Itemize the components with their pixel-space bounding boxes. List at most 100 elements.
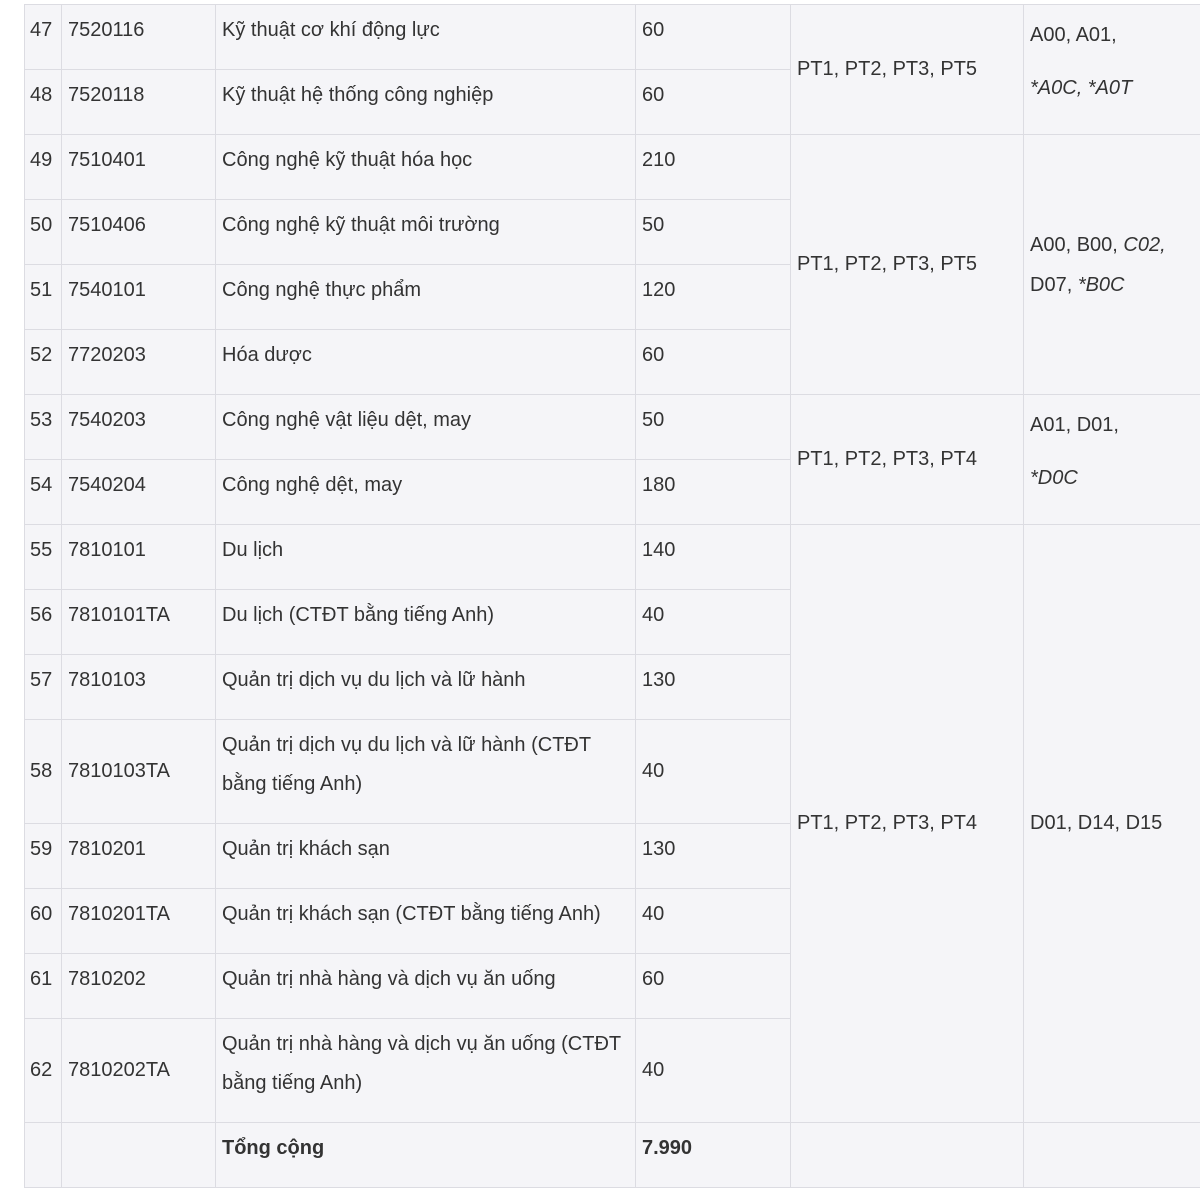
quota: 60: [635, 953, 791, 1019]
row-number: 58: [24, 719, 62, 824]
major-code: 7720203: [61, 329, 216, 395]
admission-methods: PT1, PT2, PT3, PT5: [790, 134, 1024, 395]
table-row: 56 7810101TA Du lịch (CTĐT bằng tiếng An…: [24, 589, 1200, 655]
table-row: 61 7810202 Quản trị nhà hàng và dịch vụ …: [24, 953, 1200, 1019]
major-name: Quản trị dịch vụ du lịch và lữ hành (CTĐ…: [215, 719, 636, 824]
quota: 40: [635, 589, 791, 655]
major-code: 7510401: [61, 134, 216, 200]
major-name: Công nghệ vật liệu dệt, may: [215, 394, 636, 460]
row-number: 56: [24, 589, 62, 655]
table-row: 59 7810201 Quản trị khách sạn 130: [24, 823, 1200, 889]
major-code: 7810103: [61, 654, 216, 720]
total-row: Tổng cộng 7.990: [24, 1122, 1200, 1188]
table-row: 57 7810103 Quản trị dịch vụ du lịch và l…: [24, 654, 1200, 720]
major-name: Công nghệ thực phẩm: [215, 264, 636, 330]
admissions-table: 47 7520116 Kỹ thuật cơ khí động lực 60 P…: [24, 4, 1200, 1188]
major-code: 7810103TA: [61, 719, 216, 824]
quota: 50: [635, 199, 791, 265]
major-name: Du lịch (CTĐT bằng tiếng Anh): [215, 589, 636, 655]
row-number: 47: [24, 4, 62, 70]
quota: 210: [635, 134, 791, 200]
table-row: 49 7510401 Công nghệ kỹ thuật hóa học 21…: [24, 134, 1200, 395]
table-row: 51 7540101 Công nghệ thực phẩm 120: [24, 264, 1200, 330]
major-name: Kỹ thuật cơ khí động lực: [215, 4, 636, 70]
row-number: 54: [24, 459, 62, 525]
table-row: 58 7810103TA Quản trị dịch vụ du lịch và…: [24, 719, 1200, 824]
major-name: Quản trị khách sạn: [215, 823, 636, 889]
major-name: Công nghệ kỹ thuật môi trường: [215, 199, 636, 265]
major-code: 7520118: [61, 69, 216, 135]
quota: 60: [635, 329, 791, 395]
major-name: Công nghệ kỹ thuật hóa học: [215, 134, 636, 200]
table-row: 48 7520118 Kỹ thuật hệ thống công nghiệp…: [24, 69, 1200, 135]
total-label: Tổng cộng: [215, 1122, 636, 1188]
combos-italic: *A0C, *A0T: [1030, 77, 1133, 99]
row-number: 59: [24, 823, 62, 889]
combos-italic: C02,: [1123, 233, 1166, 256]
quota: 130: [635, 654, 791, 720]
empty-cell: [1023, 1122, 1200, 1188]
major-name: Quản trị khách sạn (CTĐT bằng tiếng Anh): [215, 888, 636, 954]
major-code: 7510406: [61, 199, 216, 265]
major-name: Quản trị dịch vụ du lịch và lữ hành: [215, 654, 636, 720]
quota: 50: [635, 394, 791, 460]
total-value: 7.990: [635, 1122, 791, 1188]
row-number: 60: [24, 888, 62, 954]
subject-combinations: D01, D14, D15: [1023, 524, 1200, 1123]
table-row: 54 7540204 Công nghệ dệt, may 180: [24, 459, 1200, 525]
major-code: 7810202: [61, 953, 216, 1019]
table-row: 53 7540203 Công nghệ vật liệu dệt, may 5…: [24, 394, 1200, 525]
admission-methods: PT1, PT2, PT3, PT4: [790, 394, 1024, 525]
table-row: 47 7520116 Kỹ thuật cơ khí động lực 60 P…: [24, 4, 1200, 135]
quota: 40: [635, 719, 791, 824]
subject-combinations: A00, B00, C02, D07, *B0C: [1023, 134, 1200, 395]
major-code: 7540203: [61, 394, 216, 460]
empty-cell: [24, 1122, 62, 1188]
combos-plain: A00, A01,: [1030, 24, 1117, 46]
row-number: 49: [24, 134, 62, 200]
row-number: 61: [24, 953, 62, 1019]
row-number: 51: [24, 264, 62, 330]
table-row: 52 7720203 Hóa dược 60: [24, 329, 1200, 395]
subject-combinations: A00, A01, *A0C, *A0T: [1023, 4, 1200, 135]
quota: 130: [635, 823, 791, 889]
row-number: 53: [24, 394, 62, 460]
admission-methods: PT1, PT2, PT3, PT4: [790, 524, 1024, 1123]
combos-italic: *B0C: [1077, 273, 1125, 296]
major-code: 7540101: [61, 264, 216, 330]
major-name: Công nghệ dệt, may: [215, 459, 636, 525]
row-number: 48: [24, 69, 62, 135]
quota: 120: [635, 264, 791, 330]
table-row: 62 7810202TA Quản trị nhà hàng và dịch v…: [24, 1018, 1200, 1123]
major-name: Kỹ thuật hệ thống công nghiệp: [215, 69, 636, 135]
empty-cell: [790, 1122, 1024, 1188]
row-number: 55: [24, 524, 62, 590]
table-row: 50 7510406 Công nghệ kỹ thuật môi trường…: [24, 199, 1200, 265]
row-number: 52: [24, 329, 62, 395]
quota: 60: [635, 69, 791, 135]
quota: 40: [635, 888, 791, 954]
quota: 180: [635, 459, 791, 525]
quota: 40: [635, 1018, 791, 1123]
quota: 140: [635, 524, 791, 590]
row-number: 50: [24, 199, 62, 265]
combos-plain: D07,: [1030, 273, 1073, 296]
combos-italic: *D0C: [1030, 467, 1078, 489]
major-code: 7810101TA: [61, 589, 216, 655]
major-name: Quản trị nhà hàng và dịch vụ ăn uống (CT…: [215, 1018, 636, 1123]
combos-plain: A00, B00,: [1030, 233, 1118, 256]
row-number: 62: [24, 1018, 62, 1123]
major-name: Du lịch: [215, 524, 636, 590]
subject-combinations: A01, D01, *D0C: [1023, 394, 1200, 525]
major-code: 7810202TA: [61, 1018, 216, 1123]
row-number: 57: [24, 654, 62, 720]
major-code: 7810201TA: [61, 888, 216, 954]
empty-cell: [61, 1122, 216, 1188]
major-code: 7810201: [61, 823, 216, 889]
major-name: Hóa dược: [215, 329, 636, 395]
major-name: Quản trị nhà hàng và dịch vụ ăn uống: [215, 953, 636, 1019]
table-row: 55 7810101 Du lịch 140 PT1, PT2, PT3, PT…: [24, 524, 1200, 1123]
combos-plain: A01, D01,: [1030, 414, 1119, 436]
admission-methods: PT1, PT2, PT3, PT5: [790, 4, 1024, 135]
